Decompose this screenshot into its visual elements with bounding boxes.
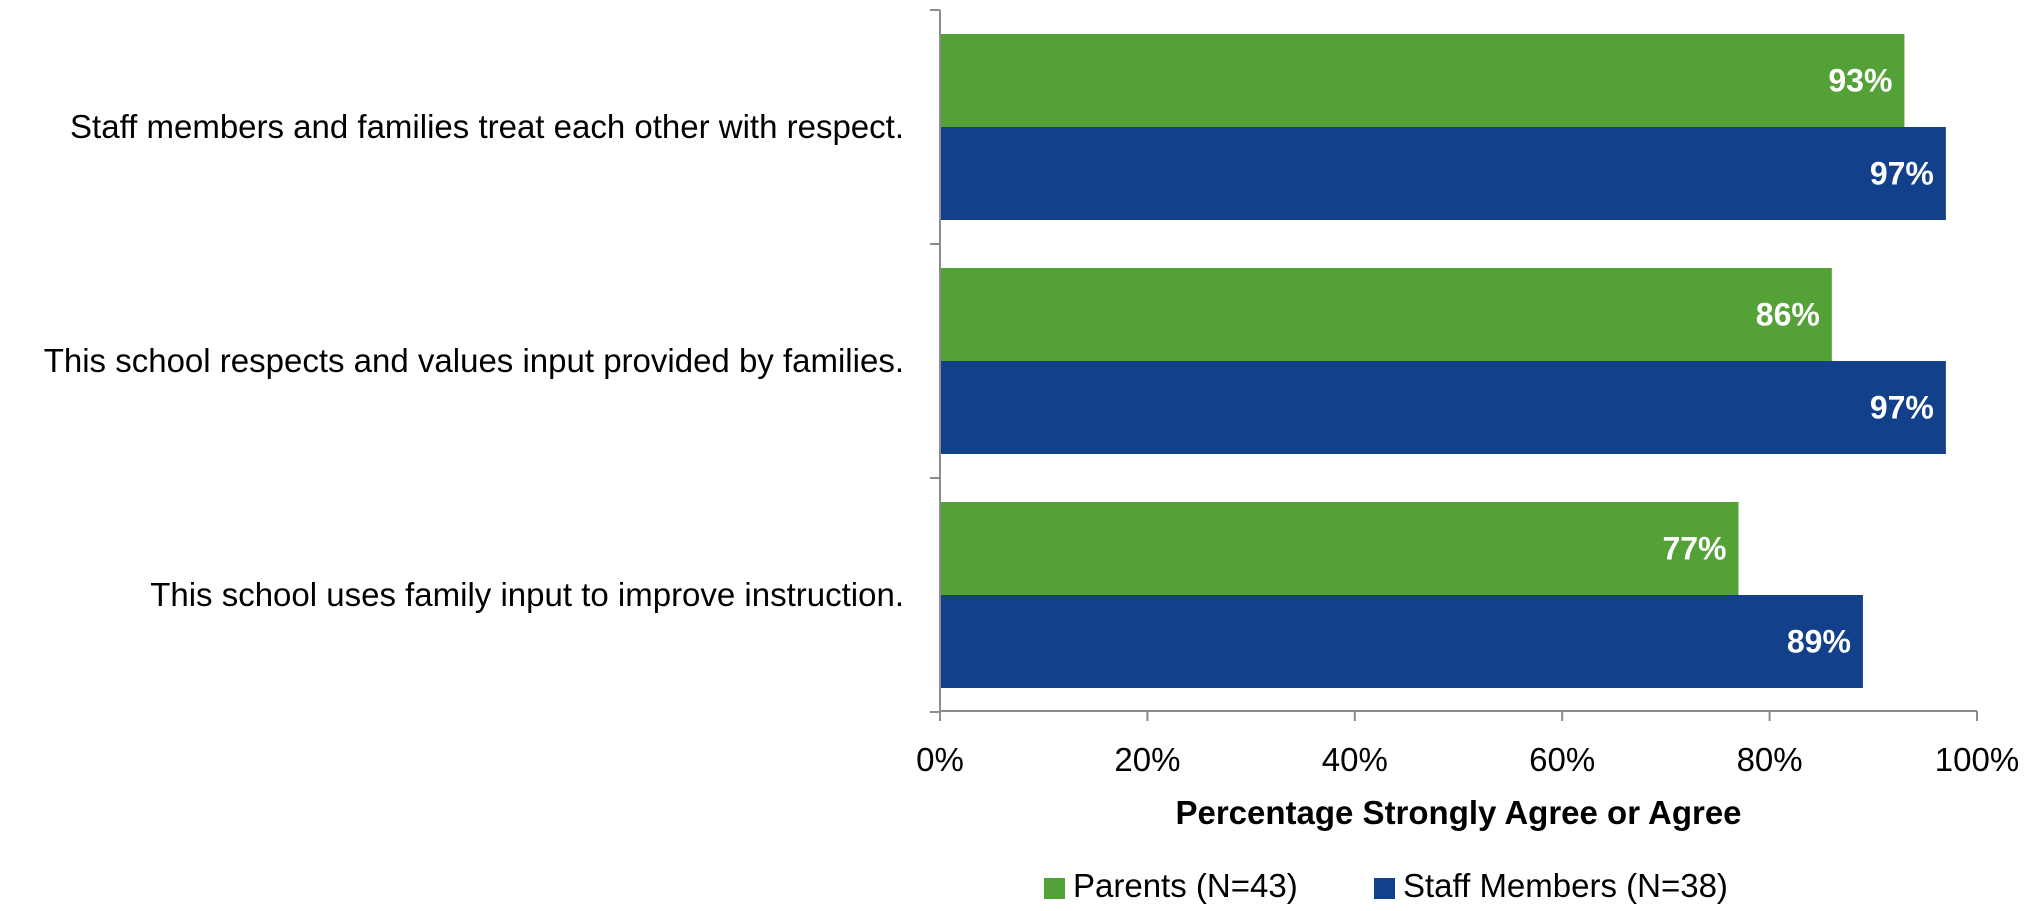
bar-staff-members: [940, 127, 1946, 220]
x-tick-label: 0%: [916, 741, 964, 778]
bar-parents: [940, 268, 1832, 361]
axis-layer: [930, 9, 1978, 721]
bar-data-label: 77%: [1662, 531, 1726, 567]
x-tick-label: 100%: [1935, 741, 2019, 778]
bars-layer: 93% 97% 86% 97% 77% 89%: [940, 34, 1946, 688]
x-tick-label: 20%: [1114, 741, 1180, 778]
bar-staff-members: [940, 595, 1863, 688]
x-axis-title: Percentage Strongly Agree or Agree: [1175, 794, 1741, 831]
x-tick-labels: 0% 20% 40% 60% 80% 100%: [916, 741, 2019, 778]
bar-staff-members: [940, 361, 1946, 454]
legend-label-parents: Parents (N=43): [1073, 867, 1298, 904]
bar-parents: [940, 502, 1739, 595]
legend-swatch-staff-members: [1374, 878, 1395, 899]
bar-data-label: 86%: [1756, 297, 1820, 333]
bar-data-label: 97%: [1870, 156, 1934, 192]
legend: Parents (N=43) Staff Members (N=38): [1044, 867, 1728, 904]
x-tick-label: 60%: [1529, 741, 1595, 778]
bar-data-label: 93%: [1828, 63, 1892, 99]
bar-data-label: 97%: [1870, 390, 1934, 426]
category-label: This school uses family input to improve…: [150, 576, 904, 613]
legend-swatch-parents: [1044, 878, 1065, 899]
category-label: This school respects and values input pr…: [44, 342, 904, 379]
x-tick-label: 40%: [1322, 741, 1388, 778]
x-tick-label: 80%: [1737, 741, 1803, 778]
bar-parents: [940, 34, 1905, 127]
bar-data-label: 89%: [1787, 624, 1851, 660]
category-label: Staff members and families treat each ot…: [70, 108, 904, 145]
category-labels: Staff members and families treat each ot…: [44, 108, 904, 613]
legend-label-staff-members: Staff Members (N=38): [1403, 867, 1728, 904]
